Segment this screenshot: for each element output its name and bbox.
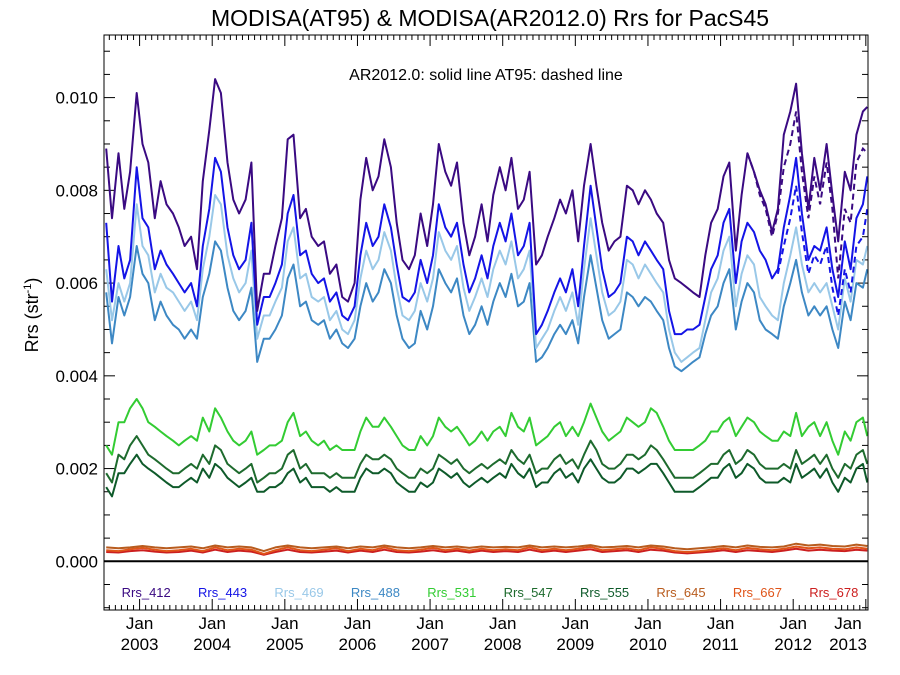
y-axis-label: Rrs (str-1) [22, 278, 42, 353]
y-axis-label-sup: -1 [22, 284, 34, 294]
legend-item: Rrs_488 [351, 585, 400, 600]
x-tick-label-year: 2003 [121, 635, 159, 654]
series-line-rrs-443 [105, 156, 869, 336]
x-tick-label-year: 2010 [629, 635, 667, 654]
x-tick-label-month: Jan [562, 614, 589, 633]
series-line-rrs-547 [105, 435, 869, 484]
x-tick-label-month: Jan [271, 614, 298, 633]
series-line-rrs-667 [106, 545, 868, 555]
x-tick-label-year: 2009 [556, 635, 594, 654]
y-tick-label: 0.004 [55, 367, 98, 386]
x-tick-label-year: 2013 [829, 635, 867, 654]
line-style-note: AR2012.0: solid line AT95: dashed line [349, 67, 623, 84]
y-tick-label: 0.002 [55, 460, 98, 479]
x-tick-label-month: Jan [198, 614, 225, 633]
chart-title: MODISA(AT95) & MODISA(AR2012.0) Rrs for … [211, 5, 769, 31]
legend-item: Rrs_555 [580, 585, 629, 600]
x-tick-label-year: 2008 [484, 635, 522, 654]
x-tick-label-year: 2012 [774, 635, 812, 654]
x-tick-label-year: 2006 [339, 635, 377, 654]
plot-frame [103, 34, 869, 611]
legend-item: Rrs_412 [122, 585, 171, 600]
x-tick-label-month: Jan [344, 614, 371, 633]
x-tick-label-month: Jan [126, 614, 153, 633]
legend-item: Rrs_443 [198, 585, 247, 600]
x-tick-label-month: Jan [634, 614, 661, 633]
y-tick-label: 0.006 [55, 274, 98, 293]
y-tick-label: 0.010 [55, 89, 98, 108]
legend-item: Rrs_678 [809, 585, 858, 600]
series-line-rrs-469 [105, 194, 869, 363]
x-tick-label-year: 2004 [193, 635, 231, 654]
legend-item: Rrs_667 [733, 585, 782, 600]
x-tick-label-month: Jan [834, 614, 861, 633]
series-line-rrs-645 [106, 542, 868, 553]
x-tick-label-month: Jan [707, 614, 734, 633]
x-tick-label-month: Jan [779, 614, 806, 633]
series-line-rrs-555 [105, 453, 869, 498]
y-axis-label-tail: ) [22, 278, 42, 284]
legend-item: Rrs_531 [427, 585, 476, 600]
series-line-rrs-488 [105, 240, 869, 373]
x-axis-ticks: Jan 2003 Jan 2004 Jan 2005 Jan 2006 Jan 2007 Jan 20… [108, 35, 867, 654]
x-tick-label-year: 2005 [266, 635, 304, 654]
dashed-line-rrs-443 [776, 185, 869, 316]
series-layer [105, 78, 869, 556]
y-axis-label-main: Rrs (str [22, 293, 42, 352]
series-line-rrs-412 [105, 78, 869, 312]
y-tick-label: 0.008 [55, 181, 98, 200]
y-tick-label: 0.000 [55, 552, 98, 571]
legend-item: Rrs_469 [274, 585, 323, 600]
y-axis-ticks: 0.000 0.002 0.004 0.006 0.008 0.010 [55, 50, 868, 609]
x-tick-label-month: Jan [489, 614, 516, 633]
legend: Rrs_412 Rrs_443 Rrs_469 Rrs_488 Rrs_531 Rrs_5… [122, 585, 859, 600]
legend-item: Rrs_645 [656, 585, 705, 600]
x-tick-label-month: Jan [416, 614, 443, 633]
x-tick-label-year: 2007 [411, 635, 449, 654]
legend-item: Rrs_547 [504, 585, 553, 600]
series-line-rrs-678 [106, 547, 868, 556]
dashed-line-rrs-412 [746, 111, 869, 279]
series-line-rrs-531 [105, 398, 869, 456]
x-tick-label-year: 2011 [702, 635, 739, 654]
